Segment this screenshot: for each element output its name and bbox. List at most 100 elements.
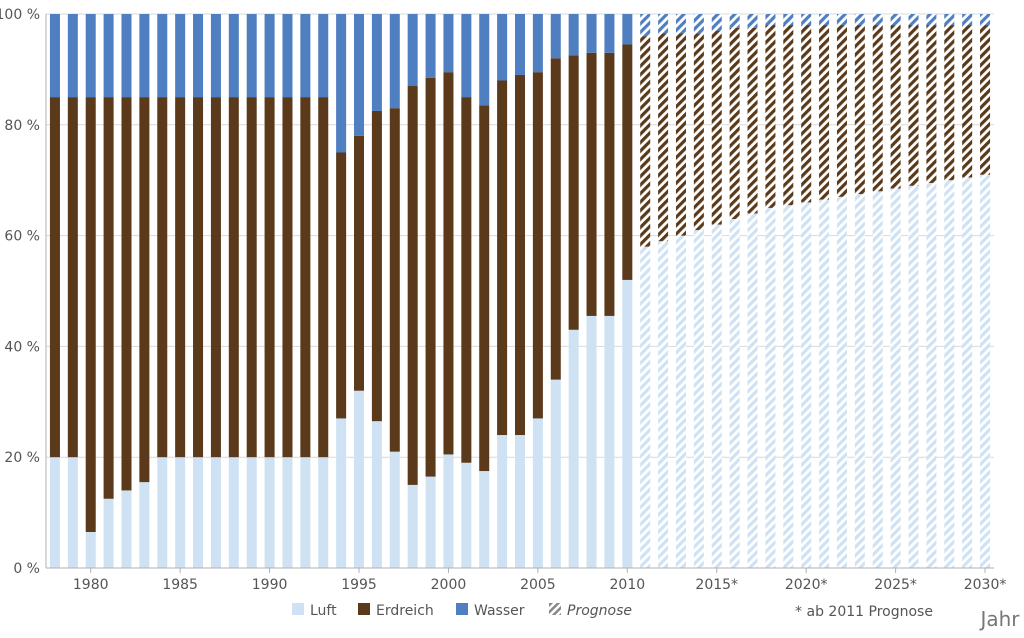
legend-swatch-erdreich bbox=[358, 603, 370, 615]
bar-erdreich-1984 bbox=[157, 97, 168, 458]
bar-erdreich-2009 bbox=[604, 52, 615, 316]
bar-erdreich-2015 bbox=[711, 30, 722, 225]
bar-erdreich-1993 bbox=[318, 97, 329, 458]
bar-luft-1997 bbox=[389, 451, 400, 568]
bar-luft-1978 bbox=[49, 457, 60, 568]
bar-erdreich-2011 bbox=[640, 36, 651, 247]
bar-erdreich-2006 bbox=[550, 58, 561, 380]
bar-wasser-2004 bbox=[514, 14, 526, 75]
bar-wasser-1985 bbox=[175, 14, 186, 98]
bar-erdreich-2003 bbox=[497, 80, 508, 436]
bar-erdreich-2012 bbox=[658, 33, 669, 242]
bar-luft-2029 bbox=[962, 177, 973, 568]
x-tick-label: 2025* bbox=[874, 577, 917, 593]
bar-wasser-2021 bbox=[819, 14, 830, 26]
y-tick-label: 60 % bbox=[4, 229, 40, 245]
bar-wasser-2000 bbox=[443, 14, 454, 73]
bar-luft-2006 bbox=[550, 379, 561, 568]
bar-erdreich-2000 bbox=[443, 72, 454, 455]
bar-wasser-1982 bbox=[121, 14, 132, 98]
bar-erdreich-2002 bbox=[479, 105, 490, 472]
bar-luft-2003 bbox=[497, 435, 508, 568]
bar-wasser-2007 bbox=[568, 14, 579, 56]
x-tick-label: 2000 bbox=[431, 577, 467, 593]
bar-erdreich-2027 bbox=[926, 25, 937, 183]
bar-wasser-2027 bbox=[926, 14, 937, 26]
bar-erdreich-1997 bbox=[389, 108, 400, 452]
bar-wasser-1998 bbox=[407, 14, 418, 87]
bar-luft-1994 bbox=[336, 418, 347, 568]
legend-swatch-prognose bbox=[549, 603, 561, 615]
bar-wasser-2017 bbox=[747, 14, 758, 28]
bar-luft-2009 bbox=[604, 315, 615, 568]
bar-erdreich-2013 bbox=[675, 33, 686, 236]
bar-wasser-1989 bbox=[246, 14, 257, 98]
bars bbox=[49, 14, 991, 569]
bar-erdreich-1991 bbox=[282, 97, 293, 458]
bar-wasser-2030 bbox=[980, 14, 991, 26]
legend-label-erdreich: Erdreich bbox=[376, 603, 434, 619]
bar-luft-2011 bbox=[640, 246, 651, 568]
bar-erdreich-1982 bbox=[121, 97, 132, 491]
bar-luft-2028 bbox=[944, 180, 955, 568]
bar-luft-1991 bbox=[282, 457, 293, 568]
x-tick-label: 2020* bbox=[785, 577, 828, 593]
bar-luft-2010 bbox=[622, 279, 633, 568]
bar-erdreich-1983 bbox=[139, 97, 150, 483]
bar-erdreich-1987 bbox=[210, 97, 221, 458]
bar-erdreich-2021 bbox=[819, 25, 830, 200]
bar-wasser-1996 bbox=[371, 14, 382, 111]
bar-wasser-2016 bbox=[729, 14, 740, 28]
bar-erdreich-2019 bbox=[783, 25, 794, 206]
bar-wasser-1980 bbox=[85, 14, 96, 98]
bar-wasser-2002 bbox=[479, 14, 490, 106]
x-tick-label: 1990 bbox=[252, 577, 288, 593]
bar-luft-2017 bbox=[747, 213, 758, 568]
x-tick-label: 2005 bbox=[520, 577, 556, 593]
y-tick-label: 80 % bbox=[4, 118, 40, 134]
x-tick-label: 1995 bbox=[341, 577, 377, 593]
bar-wasser-1987 bbox=[210, 14, 221, 98]
bar-erdreich-2001 bbox=[461, 97, 472, 463]
x-tick-label: 1980 bbox=[73, 577, 109, 593]
bar-luft-2002 bbox=[479, 471, 490, 568]
bar-luft-2027 bbox=[926, 182, 937, 568]
x-tick-label: 1985 bbox=[162, 577, 198, 593]
bar-erdreich-1999 bbox=[425, 77, 436, 477]
bar-erdreich-2018 bbox=[765, 25, 776, 208]
bar-erdreich-2025 bbox=[890, 25, 901, 189]
legend-label-wasser: Wasser bbox=[474, 603, 525, 619]
bar-luft-1992 bbox=[300, 457, 311, 568]
bar-luft-2024 bbox=[872, 191, 883, 568]
y-tick-label: 0 % bbox=[13, 561, 40, 577]
x-tick-label: 2015* bbox=[695, 577, 738, 593]
bar-erdreich-1985 bbox=[175, 97, 186, 458]
bar-erdreich-2007 bbox=[568, 55, 579, 330]
bar-luft-1990 bbox=[264, 457, 275, 568]
bar-luft-1987 bbox=[210, 457, 221, 568]
bar-wasser-1990 bbox=[264, 14, 275, 98]
bar-erdreich-2005 bbox=[532, 72, 543, 419]
bar-wasser-1981 bbox=[103, 14, 114, 98]
bar-erdreich-1989 bbox=[246, 97, 257, 458]
bar-luft-2000 bbox=[443, 454, 454, 568]
bar-erdreich-2026 bbox=[908, 25, 919, 186]
bar-wasser-2029 bbox=[962, 14, 973, 26]
bar-luft-1980 bbox=[85, 531, 96, 568]
bar-luft-1996 bbox=[371, 421, 382, 568]
bar-luft-1995 bbox=[354, 390, 365, 568]
bar-wasser-1995 bbox=[354, 14, 365, 136]
bar-luft-2015 bbox=[711, 224, 722, 568]
bar-wasser-2005 bbox=[532, 14, 543, 73]
x-axis-title: Jahr bbox=[978, 607, 1020, 631]
bar-luft-2016 bbox=[729, 218, 740, 569]
bar-wasser-2024 bbox=[872, 14, 883, 26]
bar-wasser-1988 bbox=[228, 14, 239, 98]
bar-wasser-2018 bbox=[765, 14, 776, 26]
bar-luft-1983 bbox=[139, 482, 150, 568]
bar-luft-1985 bbox=[175, 457, 186, 568]
bar-wasser-2013 bbox=[675, 14, 686, 34]
bar-luft-2012 bbox=[658, 241, 669, 568]
bar-erdreich-1986 bbox=[193, 97, 204, 458]
